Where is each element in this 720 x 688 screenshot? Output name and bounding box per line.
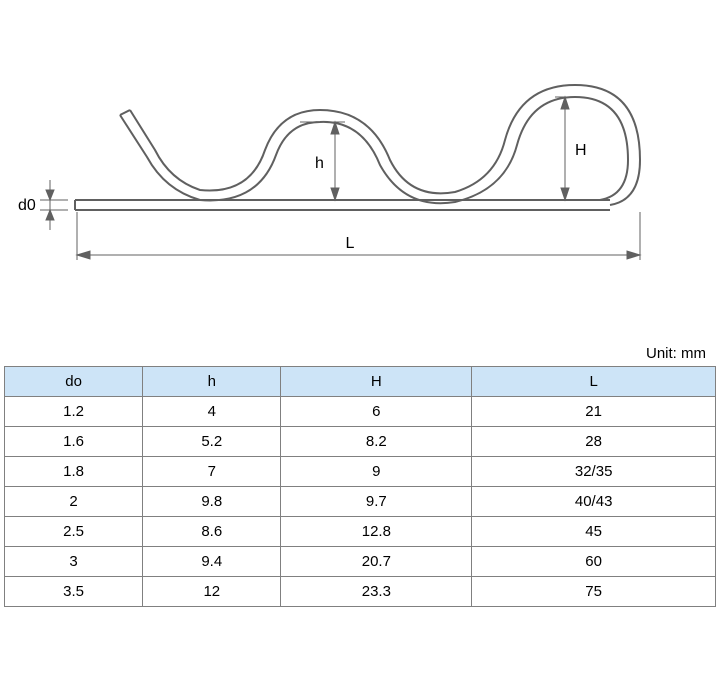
col-h: h xyxy=(143,367,281,397)
table-body: 1.2 4 6 21 1.6 5.2 8.2 28 1.8 7 9 32/35 … xyxy=(5,397,716,607)
dimensions-table-area: Unit: mm do h H L 1.2 4 6 21 1.6 5.2 8.2… xyxy=(0,345,720,607)
col-H: H xyxy=(281,367,472,397)
table-header-row: do h H L xyxy=(5,367,716,397)
col-L: L xyxy=(472,367,716,397)
pin-diagram: L d0 h H xyxy=(0,0,720,345)
dim-label-h: h xyxy=(315,155,324,172)
table-row: 1.6 5.2 8.2 28 xyxy=(5,427,716,457)
dim-label-d0: d0 xyxy=(18,197,36,214)
table-row: 1.2 4 6 21 xyxy=(5,397,716,427)
table-row: 3 9.4 20.7 60 xyxy=(5,547,716,577)
dim-label-H: H xyxy=(575,142,587,159)
unit-label: Unit: mm xyxy=(4,345,716,362)
table-row: 2.5 8.6 12.8 45 xyxy=(5,517,716,547)
col-do: do xyxy=(5,367,143,397)
dimensions-table: do h H L 1.2 4 6 21 1.6 5.2 8.2 28 1.8 7 xyxy=(4,366,716,607)
table-row: 3.5 12 23.3 75 xyxy=(5,577,716,607)
table-row: 2 9.8 9.7 40/43 xyxy=(5,487,716,517)
r-pin-svg: L d0 h H xyxy=(0,0,720,345)
dim-label-L: L xyxy=(346,235,355,252)
table-row: 1.8 7 9 32/35 xyxy=(5,457,716,487)
